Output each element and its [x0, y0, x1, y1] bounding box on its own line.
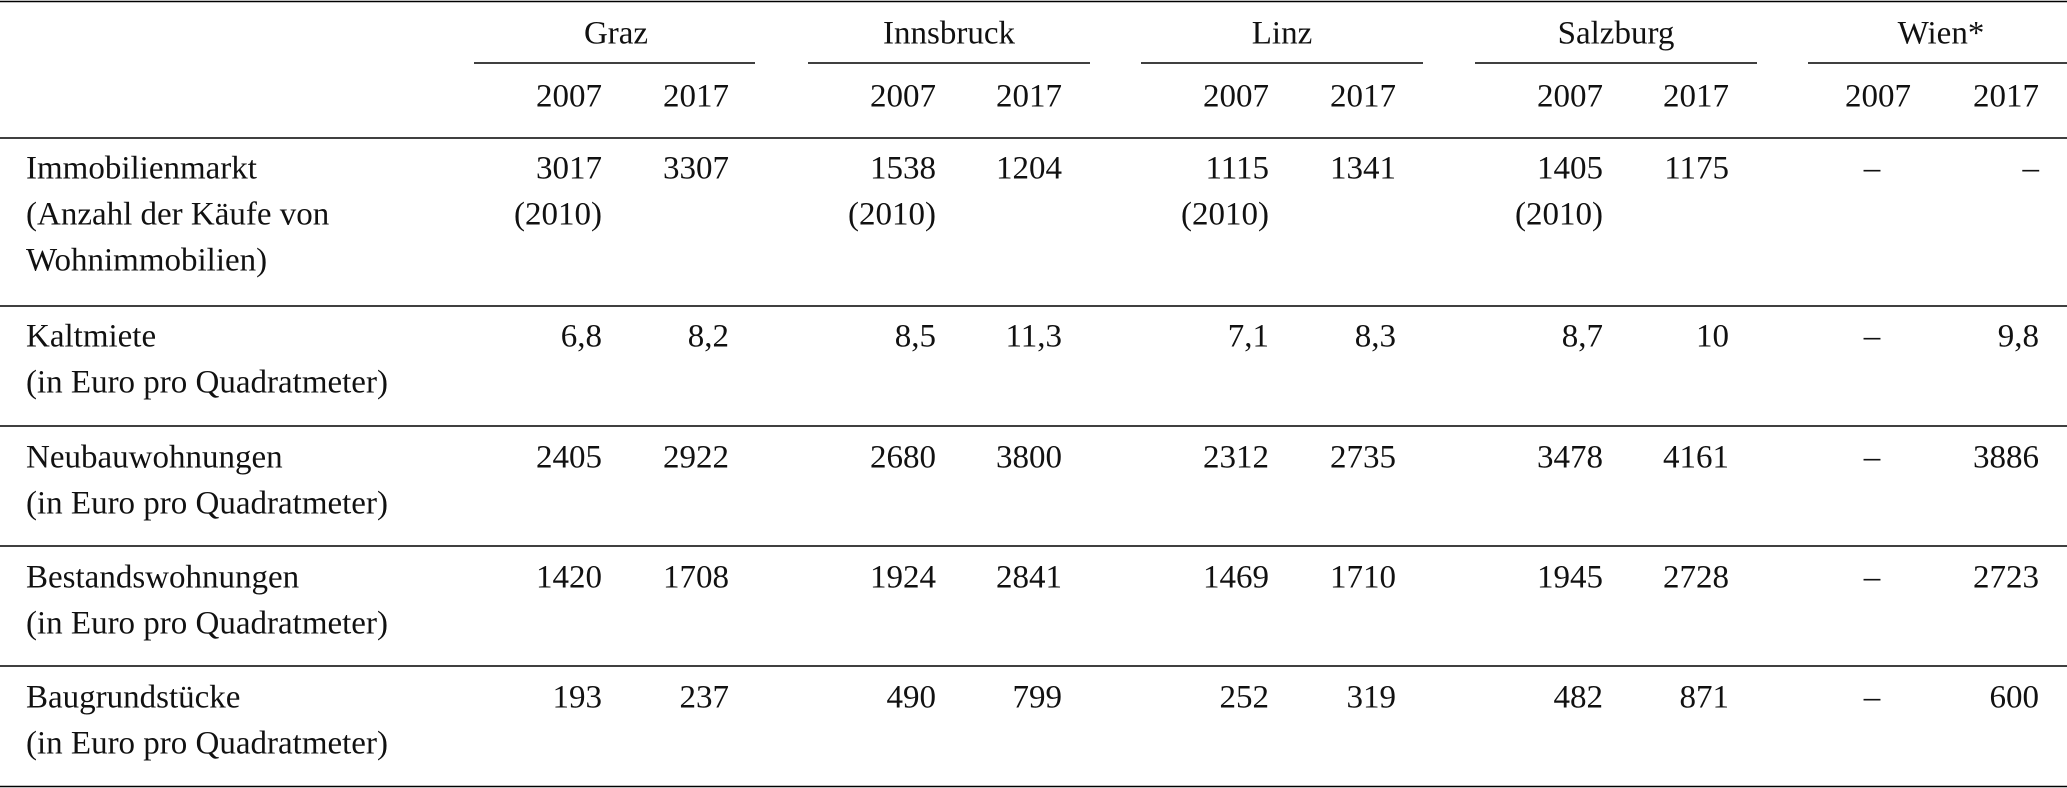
cell: (2010): [514, 197, 602, 233]
cell: 2922: [663, 440, 729, 476]
cell: 1710: [1330, 560, 1396, 596]
year-header: 2017: [1973, 79, 2039, 115]
cell: 2841: [996, 560, 1062, 596]
cell: 1405: [1537, 151, 1603, 187]
cell: 3307: [663, 151, 729, 187]
cell: 1420: [536, 560, 602, 596]
year-header: 2017: [1330, 79, 1396, 115]
year-header: 2007: [870, 79, 936, 115]
cell: 490: [887, 680, 937, 716]
cell: 6,8: [561, 319, 602, 355]
cell: 3478: [1537, 440, 1603, 476]
cell: 600: [1990, 680, 2040, 716]
row-label: Bestandswohnungen: [26, 560, 299, 596]
cell: 482: [1554, 680, 1604, 716]
city-header: Innsbruck: [883, 16, 1015, 52]
year-header: 2007: [1537, 79, 1603, 115]
city-header: Linz: [1252, 16, 1312, 52]
row-label: Kaltmiete: [26, 319, 156, 355]
cell: 3800: [996, 440, 1062, 476]
row-label: (in Euro pro Quadratmeter): [26, 606, 388, 642]
row-label: Wohnimmobilien): [26, 243, 267, 279]
cell: 7,1: [1228, 319, 1269, 355]
city-header: Salzburg: [1558, 16, 1675, 52]
cell: 2735: [1330, 440, 1396, 476]
cell: 8,3: [1355, 319, 1396, 355]
cell: 2312: [1203, 440, 1269, 476]
row-label: (in Euro pro Quadratmeter): [26, 726, 388, 762]
cell: 193: [553, 680, 603, 716]
cell: 2723: [1973, 560, 2039, 596]
cell: 1115: [1205, 151, 1269, 187]
cell: 237: [680, 680, 730, 716]
cell: (2010): [1515, 197, 1603, 233]
year-header: 2007: [1845, 79, 1911, 115]
cell: 1945: [1537, 560, 1603, 596]
year-header: 2007: [1203, 79, 1269, 115]
cell: 871: [1680, 680, 1730, 716]
cell: 11,3: [1005, 319, 1062, 355]
row-label: (in Euro pro Quadratmeter): [26, 365, 388, 401]
year-header: 2017: [996, 79, 1062, 115]
cell: 2728: [1663, 560, 1729, 596]
city-header: Wien*: [1898, 16, 1985, 52]
cell: 1469: [1203, 560, 1269, 596]
cell: (2010): [1181, 197, 1269, 233]
cell: 319: [1347, 680, 1397, 716]
row-label: Neubauwohnungen: [26, 440, 283, 476]
cell: 1204: [996, 151, 1062, 187]
cell: 2680: [870, 440, 936, 476]
cell: –: [1863, 560, 1881, 596]
cell: 4161: [1663, 440, 1729, 476]
cell: –: [1863, 319, 1881, 355]
row-label: Immobilienmarkt: [26, 151, 257, 187]
row-label: (in Euro pro Quadratmeter): [26, 486, 388, 522]
cell: –: [2022, 151, 2040, 187]
cell: –: [1863, 440, 1881, 476]
year-header: 2007: [536, 79, 602, 115]
row-label: Baugrundstücke: [26, 680, 240, 716]
cell: 1708: [663, 560, 729, 596]
cell: 1538: [870, 151, 936, 187]
city-header: Graz: [584, 16, 648, 52]
cell: 9,8: [1998, 319, 2039, 355]
cell: 8,2: [688, 319, 729, 355]
cell: 8,7: [1562, 319, 1603, 355]
cell: 10: [1696, 319, 1729, 355]
cell: 2405: [536, 440, 602, 476]
cell: 8,5: [895, 319, 936, 355]
row-label: (Anzahl der Käufe von: [26, 197, 329, 233]
cell: 3017: [536, 151, 602, 187]
cell: 1924: [870, 560, 936, 596]
cell: –: [1863, 151, 1881, 187]
cell: (2010): [848, 197, 936, 233]
cell: 3886: [1973, 440, 2039, 476]
year-header: 2017: [663, 79, 729, 115]
cell: 799: [1013, 680, 1063, 716]
cell: 252: [1220, 680, 1270, 716]
year-header: 2017: [1663, 79, 1729, 115]
cell: –: [1863, 680, 1881, 716]
cell: 1341: [1330, 151, 1396, 187]
cell: 1175: [1664, 151, 1729, 187]
